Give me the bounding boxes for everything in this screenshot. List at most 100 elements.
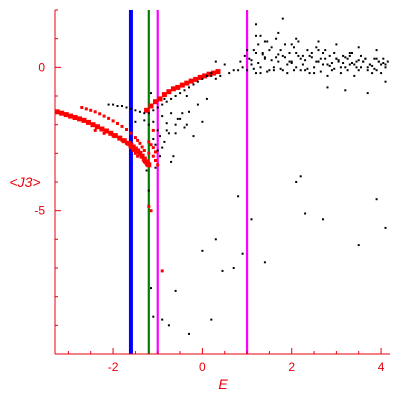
data-point-s2-13 bbox=[202, 73, 208, 79]
data-point-s4-7 bbox=[138, 110, 141, 113]
data-point-s3-41 bbox=[313, 66, 316, 69]
data-point-s3-57 bbox=[281, 69, 284, 72]
data-point-s5-8 bbox=[201, 249, 204, 252]
data-point-s3-79 bbox=[326, 74, 329, 77]
data-point-s3-144 bbox=[344, 89, 347, 92]
data-point-s1-31 bbox=[145, 163, 149, 167]
data-point-s4-10 bbox=[152, 109, 155, 112]
data-point-s4-58 bbox=[185, 95, 188, 97]
data-point-s3-33 bbox=[243, 54, 246, 57]
data-point-s1-12 bbox=[133, 136, 137, 140]
data-point-s4-9 bbox=[147, 112, 150, 115]
data-point-s1-24 bbox=[120, 138, 124, 142]
data-point-s3-0 bbox=[248, 57, 251, 60]
data-point-s4-20 bbox=[196, 80, 199, 83]
data-point-s0-22 bbox=[139, 153, 145, 159]
data-point-s3-17 bbox=[324, 49, 327, 52]
data-point-s3-35 bbox=[259, 66, 262, 69]
data-point-s2-8 bbox=[179, 82, 185, 88]
data-point-s3-122 bbox=[252, 67, 255, 70]
data-point-s0-14 bbox=[117, 135, 123, 141]
data-point-s4-44 bbox=[159, 155, 161, 158]
data-point-s1-21 bbox=[93, 128, 97, 132]
data-point-s3-95 bbox=[277, 31, 280, 34]
data-point-s3-73 bbox=[246, 69, 249, 72]
data-point-s5-0 bbox=[145, 169, 148, 172]
data-point-s1-27 bbox=[131, 149, 135, 152]
data-point-s1-20 bbox=[156, 163, 160, 167]
data-point-s3-40 bbox=[304, 69, 307, 72]
data-point-s4-2 bbox=[116, 105, 119, 107]
data-point-s3-113 bbox=[330, 62, 333, 64]
vertical-reference-lines bbox=[128, 10, 249, 354]
data-point-s0-13 bbox=[112, 133, 118, 139]
y-tick-label-0: 0 bbox=[38, 60, 45, 74]
data-point-s5-9 bbox=[210, 318, 213, 321]
data-point-s4-32 bbox=[205, 97, 208, 100]
data-point-s4-12 bbox=[161, 103, 164, 106]
data-point-s4-17 bbox=[183, 89, 186, 92]
data-point-s0-2 bbox=[63, 112, 69, 118]
data-point-s5-4 bbox=[161, 318, 164, 321]
data-point-s3-7 bbox=[279, 49, 282, 52]
data-point-s3-10 bbox=[293, 46, 295, 49]
data-point-s4-6 bbox=[134, 109, 137, 112]
data-point-s4-59 bbox=[214, 77, 217, 80]
data-point-s3-83 bbox=[380, 72, 383, 75]
data-point-s3-44 bbox=[339, 66, 342, 69]
data-point-s4-1 bbox=[112, 103, 115, 106]
data-point-s4-11 bbox=[156, 106, 159, 109]
data-point-s2-16 bbox=[215, 69, 221, 75]
data-point-s0-5 bbox=[77, 116, 83, 122]
data-point-s4-18 bbox=[188, 86, 190, 89]
data-point-s3-105 bbox=[277, 53, 280, 56]
data-point-s3-152 bbox=[317, 49, 320, 52]
data-point-s4-25 bbox=[143, 119, 146, 122]
data-point-s0-9 bbox=[94, 124, 100, 130]
data-point-s4-38 bbox=[192, 135, 195, 138]
data-point-s3-151 bbox=[290, 43, 293, 46]
data-point-s3-138 bbox=[328, 64, 331, 67]
data-point-s3-22 bbox=[346, 57, 349, 60]
data-point-s3-5 bbox=[270, 46, 273, 49]
data-point-s4-3 bbox=[121, 105, 123, 107]
data-point-s0-6 bbox=[81, 117, 87, 123]
data-point-s3-68 bbox=[380, 63, 383, 66]
data-point-s3-51 bbox=[223, 63, 226, 66]
data-point-s1-13 bbox=[136, 138, 140, 142]
data-point-s3-62 bbox=[326, 63, 329, 66]
data-point-s1-34 bbox=[151, 146, 155, 150]
data-point-s3-58 bbox=[290, 60, 293, 63]
data-point-s1-39 bbox=[160, 269, 164, 273]
data-point-s3-43 bbox=[330, 69, 333, 72]
data-point-s3-97 bbox=[317, 40, 320, 43]
data-point-s5-11 bbox=[232, 267, 235, 269]
data-point-s3-6 bbox=[275, 37, 278, 40]
data-point-s4-14 bbox=[170, 97, 173, 100]
data-point-s3-127 bbox=[319, 70, 322, 73]
data-point-s3-71 bbox=[228, 72, 231, 75]
data-point-s3-137 bbox=[315, 60, 318, 63]
data-point-s3-3 bbox=[261, 52, 264, 54]
data-point-s1-4 bbox=[98, 112, 102, 116]
data-point-s3-59 bbox=[299, 57, 302, 60]
data-point-s1-14 bbox=[138, 141, 142, 145]
axes: -2 0 2 4 0 -5 bbox=[34, 9, 390, 374]
data-point-s4-24 bbox=[134, 120, 137, 123]
data-point-s3-142 bbox=[382, 62, 385, 64]
data-point-s4-47 bbox=[165, 129, 168, 132]
data-point-s3-8 bbox=[284, 43, 286, 46]
data-point-s4-34 bbox=[156, 129, 159, 132]
data-point-s4-8 bbox=[143, 112, 146, 115]
data-point-s3-74 bbox=[259, 72, 262, 75]
data-point-s3-80 bbox=[339, 72, 342, 75]
data-point-s3-153 bbox=[348, 52, 351, 54]
data-point-s3-148 bbox=[255, 23, 257, 26]
data-point-s1-28 bbox=[133, 151, 137, 155]
data-point-s1-25 bbox=[125, 141, 128, 145]
data-point-s5-20 bbox=[357, 244, 360, 247]
data-point-s3-93 bbox=[375, 57, 378, 60]
data-point-s3-139 bbox=[342, 62, 345, 64]
data-point-s3-21 bbox=[342, 54, 345, 57]
